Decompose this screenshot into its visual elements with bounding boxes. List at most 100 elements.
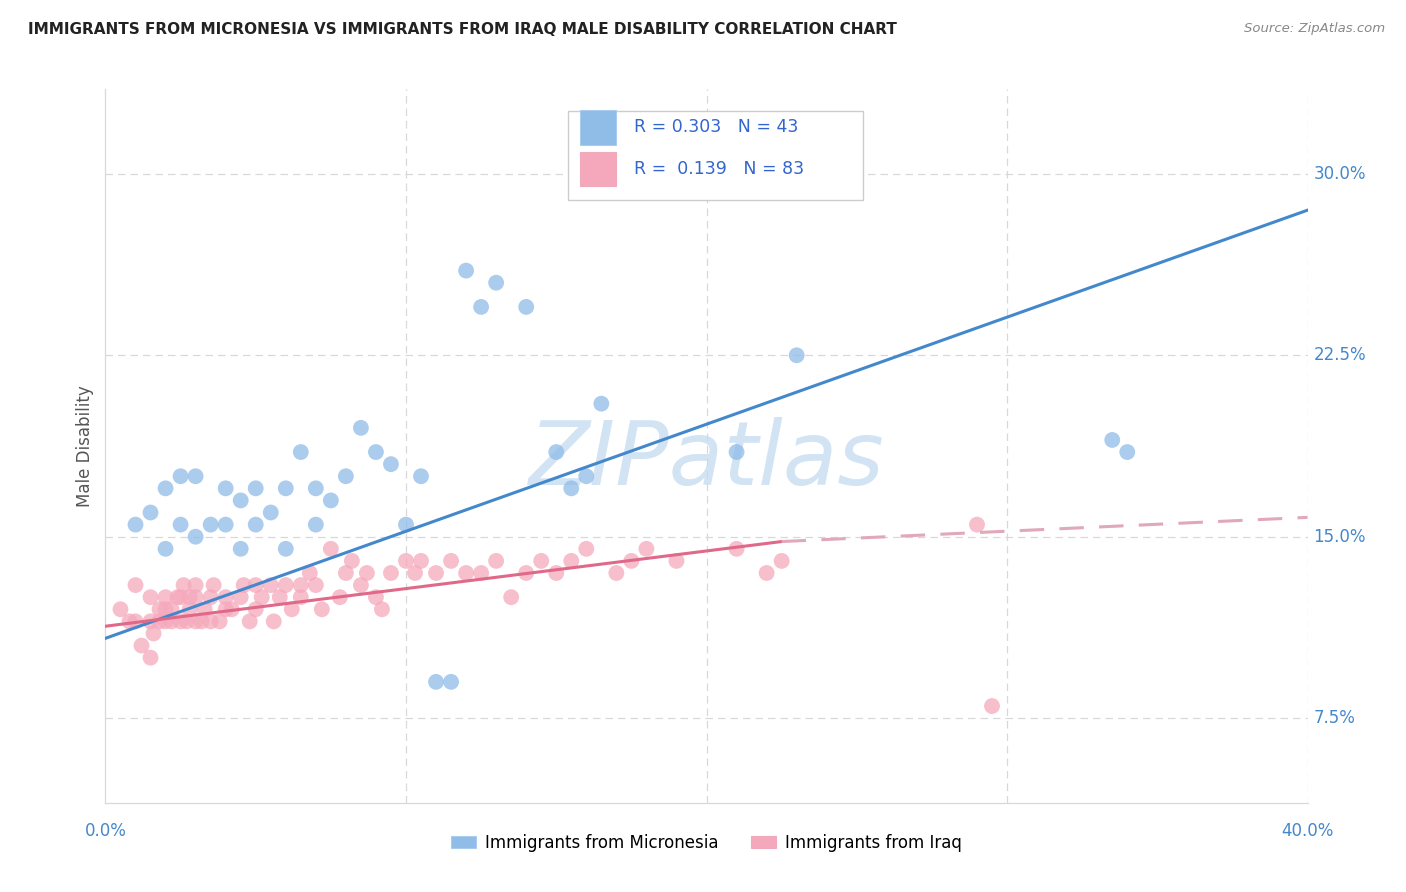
Point bbox=[124, 615, 146, 629]
Point bbox=[173, 578, 195, 592]
Point bbox=[229, 590, 252, 604]
Point bbox=[636, 541, 658, 556]
Point bbox=[184, 590, 207, 604]
Point bbox=[200, 615, 222, 629]
Point bbox=[560, 554, 582, 568]
Point bbox=[1116, 445, 1139, 459]
Text: IMMIGRANTS FROM MICRONESIA VS IMMIGRANTS FROM IRAQ MALE DISABILITY CORRELATION C: IMMIGRANTS FROM MICRONESIA VS IMMIGRANTS… bbox=[28, 22, 897, 37]
Point bbox=[169, 517, 191, 532]
Point bbox=[350, 421, 373, 435]
Point bbox=[184, 578, 207, 592]
Point bbox=[395, 554, 418, 568]
Point bbox=[281, 602, 304, 616]
Point bbox=[356, 566, 378, 580]
Point bbox=[131, 639, 153, 653]
Point bbox=[118, 615, 141, 629]
FancyBboxPatch shape bbox=[568, 111, 863, 200]
Text: 22.5%: 22.5% bbox=[1313, 346, 1367, 364]
Point bbox=[148, 602, 170, 616]
Point bbox=[290, 590, 312, 604]
Point bbox=[981, 699, 1004, 714]
Point bbox=[274, 541, 297, 556]
Point bbox=[454, 566, 477, 580]
Point bbox=[245, 481, 267, 495]
Text: ZIPatlas: ZIPatlas bbox=[529, 417, 884, 503]
Point bbox=[298, 566, 321, 580]
FancyBboxPatch shape bbox=[581, 111, 616, 145]
Point bbox=[319, 541, 342, 556]
Point bbox=[409, 554, 432, 568]
Point bbox=[591, 397, 613, 411]
Point bbox=[179, 602, 201, 616]
Point bbox=[575, 541, 598, 556]
Point bbox=[305, 578, 328, 592]
Point bbox=[155, 481, 177, 495]
Point bbox=[665, 554, 688, 568]
Point bbox=[786, 348, 808, 362]
Point bbox=[214, 481, 236, 495]
Point bbox=[725, 541, 748, 556]
Point bbox=[139, 650, 162, 665]
Point bbox=[290, 445, 312, 459]
Point bbox=[179, 590, 201, 604]
Point bbox=[470, 300, 492, 314]
Text: 15.0%: 15.0% bbox=[1313, 528, 1367, 546]
Point bbox=[440, 554, 463, 568]
Point bbox=[770, 554, 793, 568]
Point bbox=[214, 517, 236, 532]
Point bbox=[160, 602, 183, 616]
Point bbox=[269, 590, 291, 604]
Point bbox=[160, 615, 183, 629]
Point bbox=[501, 590, 523, 604]
Point bbox=[239, 615, 262, 629]
Point bbox=[440, 674, 463, 689]
Point bbox=[194, 602, 217, 616]
Point bbox=[546, 445, 568, 459]
Point bbox=[371, 602, 394, 616]
Point bbox=[200, 590, 222, 604]
Point bbox=[755, 178, 778, 193]
Point bbox=[620, 554, 643, 568]
Point bbox=[380, 566, 402, 580]
Point bbox=[274, 481, 297, 495]
Point bbox=[305, 517, 328, 532]
Point bbox=[232, 578, 254, 592]
Point bbox=[335, 469, 357, 483]
Text: 0.0%: 0.0% bbox=[84, 822, 127, 840]
Point bbox=[155, 615, 177, 629]
Point bbox=[250, 590, 273, 604]
Point bbox=[139, 590, 162, 604]
Point bbox=[560, 481, 582, 495]
Point bbox=[229, 493, 252, 508]
Point bbox=[319, 493, 342, 508]
Point bbox=[329, 590, 352, 604]
Point bbox=[274, 578, 297, 592]
Point bbox=[260, 506, 283, 520]
Point bbox=[335, 566, 357, 580]
Point bbox=[184, 615, 207, 629]
Point bbox=[395, 517, 418, 532]
Point bbox=[350, 578, 373, 592]
Point bbox=[305, 481, 328, 495]
Point bbox=[208, 615, 231, 629]
Point bbox=[176, 615, 198, 629]
Y-axis label: Male Disability: Male Disability bbox=[76, 385, 94, 507]
Point bbox=[169, 615, 191, 629]
Point bbox=[245, 517, 267, 532]
Point bbox=[404, 566, 426, 580]
Text: Source: ZipAtlas.com: Source: ZipAtlas.com bbox=[1244, 22, 1385, 36]
Point bbox=[515, 566, 537, 580]
Point bbox=[166, 590, 188, 604]
Legend: Immigrants from Micronesia, Immigrants from Iraq: Immigrants from Micronesia, Immigrants f… bbox=[444, 828, 969, 859]
Point bbox=[190, 615, 212, 629]
Point bbox=[184, 469, 207, 483]
Point bbox=[184, 530, 207, 544]
Point bbox=[380, 457, 402, 471]
Point bbox=[245, 578, 267, 592]
Point bbox=[214, 590, 236, 604]
Point bbox=[605, 566, 627, 580]
Point bbox=[169, 469, 191, 483]
Text: 40.0%: 40.0% bbox=[1281, 822, 1334, 840]
Point bbox=[124, 578, 146, 592]
Point bbox=[200, 517, 222, 532]
